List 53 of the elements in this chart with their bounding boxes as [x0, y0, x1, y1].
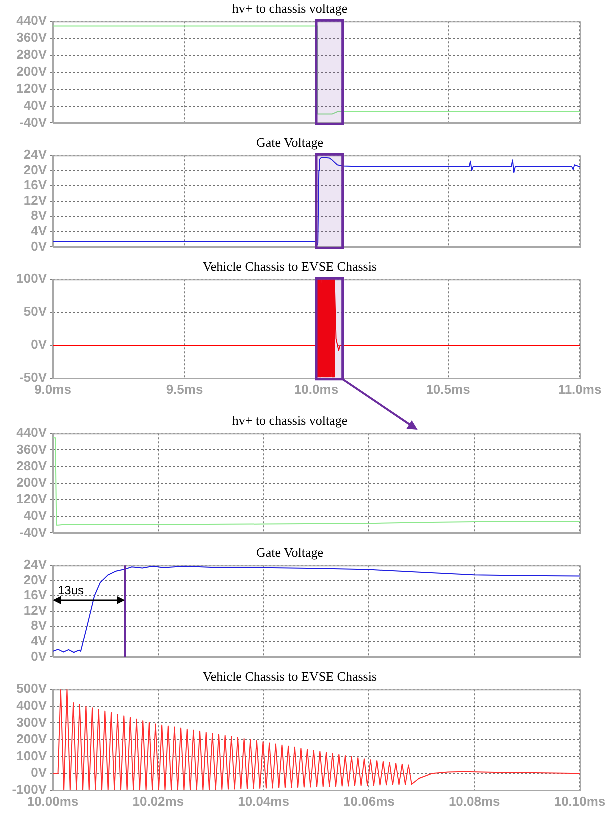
y-tick-label: 40V [24, 98, 48, 113]
y-tick-label: 360V [16, 442, 48, 457]
y-tick-label: 0V [31, 765, 48, 780]
x-tick-label: 10.5ms [426, 382, 470, 397]
y-tick-label: 200V [16, 64, 48, 79]
y-tick-label: 280V [16, 458, 48, 474]
y-tick-label: 8V [31, 208, 48, 224]
chart-title: Vehicle Chassis to EVSE Chassis [202, 669, 378, 684]
x-tick-label: 10.0ms [294, 382, 339, 397]
y-tick-label: 0V [31, 238, 48, 254]
y-tick-label: 500V [16, 681, 48, 696]
chart-title: Vehicle Chassis to EVSE Chassis [202, 259, 378, 274]
y-tick-label: 24V [24, 557, 48, 572]
x-tick-label: 10.08ms [448, 794, 500, 809]
y-tick-label: 0V [31, 648, 48, 664]
y-tick-label: 0V [31, 337, 48, 352]
x-tick-label: 10.02ms [132, 794, 184, 809]
y-tick-label: 8V [31, 618, 48, 634]
y-tick-label: 440V [16, 13, 48, 28]
y-tick-label: 400V [16, 698, 48, 713]
y-tick-label: 12V [24, 602, 48, 618]
y-tick-label: 12V [24, 192, 48, 208]
ref-line-label: 13us [58, 584, 84, 598]
chart-title: hv+ to chassis voltage [232, 1, 348, 16]
y-tick-label: 100V [16, 271, 48, 286]
y-tick-label: 440V [16, 425, 48, 440]
x-tick-label: 10.06ms [344, 794, 395, 809]
chart-title: Gate Voltage [256, 545, 324, 560]
y-tick-label: 200V [16, 474, 48, 490]
y-tick-label: 50V [24, 304, 48, 320]
y-tick-label: 120V [16, 80, 48, 96]
y-tick-label: 20V [24, 572, 48, 588]
y-tick-label: 4V [31, 224, 48, 239]
y-tick-label: 300V [16, 714, 48, 730]
chart-title: hv+ to chassis voltage [232, 413, 348, 428]
y-tick-label: 120V [16, 492, 48, 507]
chart-title: Gate Voltage [256, 135, 324, 150]
y-tick-label: 200V [16, 732, 48, 747]
y-tick-label: 16V [24, 588, 48, 603]
x-tick-label: 10.04ms [238, 794, 290, 809]
x-tick-label: 11.0ms [558, 382, 602, 397]
y-tick-label: 100V [16, 748, 48, 764]
y-tick-label: 4V [31, 634, 48, 649]
y-tick-label: 280V [16, 47, 48, 62]
y-tick-label: -40V [20, 524, 48, 540]
y-tick-label: 20V [24, 162, 48, 178]
y-tick-label: 24V [24, 147, 48, 162]
y-tick-label: 40V [24, 508, 48, 524]
y-tick-label: 16V [24, 178, 48, 193]
y-tick-label: 360V [16, 30, 48, 46]
y-tick-label: -40V [20, 114, 48, 130]
x-tick-label: 9.5ms [166, 382, 204, 397]
x-tick-label: 10.10ms [554, 794, 606, 809]
